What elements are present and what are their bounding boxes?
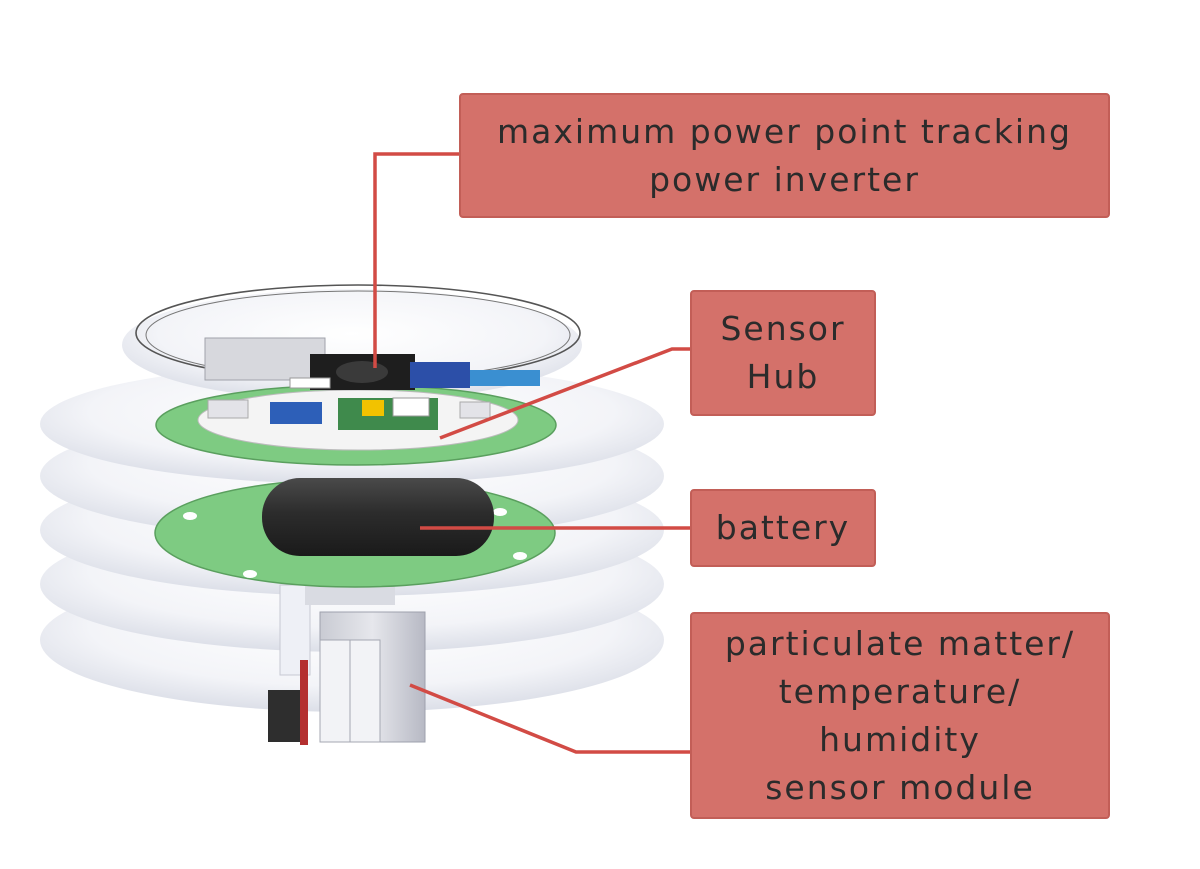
mppt-blue-board	[410, 362, 470, 388]
mount-hole	[243, 570, 257, 578]
hub-connector	[207, 399, 249, 419]
callout-pm-line3: humidity	[819, 719, 981, 759]
mppt-silver-module	[204, 337, 326, 381]
callout-battery-line1: battery	[715, 508, 851, 547]
hub-connector	[459, 401, 491, 419]
red-strip	[300, 660, 308, 745]
mount-hole	[183, 512, 197, 520]
callout-pm-line4: sensor module	[765, 767, 1035, 807]
mppt-board-edge	[289, 377, 331, 389]
callout-sensor-hub-line1: Sensor	[720, 309, 846, 348]
mppt-fan	[336, 361, 388, 383]
leader-line-sensor-hub	[439, 347, 690, 440]
sensor-hub-assembly	[155, 384, 557, 466]
callout-pm-line1: particulate matter/	[724, 623, 1076, 663]
hub-yellow-chip	[362, 400, 384, 416]
mppt-assembly	[204, 337, 540, 390]
callout-battery: battery	[690, 489, 876, 567]
hub-blue-chip	[270, 402, 322, 424]
mppt-ribbon	[470, 370, 540, 386]
hub-white-chip	[392, 397, 430, 417]
callout-sensor-hub: Sensor Hub	[690, 290, 876, 416]
callout-mppt-line2: power inverter	[649, 159, 920, 199]
leader-lines	[373, 152, 690, 754]
mount-hole	[513, 552, 527, 560]
callout-mppt-line1: maximum power point tracking	[497, 111, 1072, 151]
battery-plate-assembly	[154, 478, 556, 588]
callout-pm-sensor: particulate matter/ temperature/ humidit…	[690, 612, 1110, 819]
mount-hole	[493, 508, 507, 516]
leader-line-pm-sensor	[409, 683, 690, 754]
callout-pm-line2: temperature/	[778, 671, 1022, 711]
callout-sensor-hub-line2: Hub	[746, 357, 820, 396]
leader-line-mppt	[373, 152, 459, 368]
battery-cell	[262, 478, 494, 556]
callout-mppt-inverter: maximum power point tracking power inver…	[459, 93, 1110, 218]
